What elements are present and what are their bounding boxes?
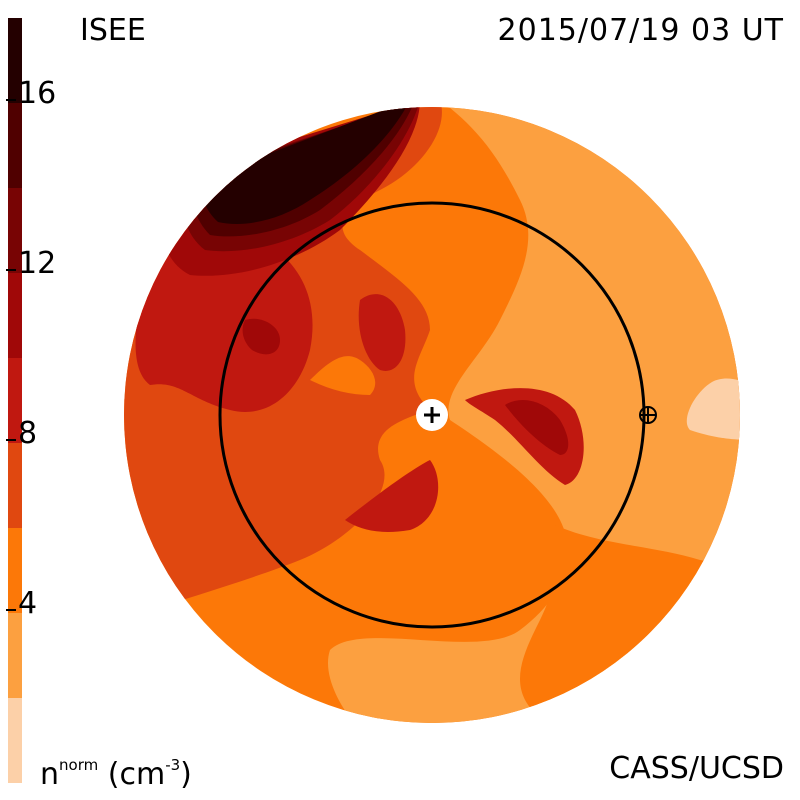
colorbar-tick-label: 12 — [6, 249, 56, 279]
colorbar-tick-label: 8 — [6, 419, 37, 449]
units-superscript: -3 — [165, 756, 181, 774]
contour-level-16-18-topleft — [200, 107, 410, 224]
colorbar-segment — [8, 613, 22, 698]
contour-level-8-10-right — [465, 388, 584, 485]
colorbar-segment — [8, 358, 22, 443]
quantity-units-label: nnorm (cm-3) — [40, 758, 192, 790]
contour-level-10-12-left — [242, 318, 280, 355]
colorbar-segment — [8, 528, 22, 613]
units-open: (cm — [107, 757, 166, 792]
colorbar-tick-label: 4 — [6, 589, 37, 619]
density-colorbar — [8, 18, 22, 783]
colorbar-segment — [8, 188, 22, 273]
contour-level-8-10-bottom — [345, 460, 439, 532]
contour-wedge-4-6 — [310, 356, 376, 395]
contour-level-0-2 — [686, 378, 740, 440]
units-close: ) — [180, 757, 192, 792]
colorbar-segment — [8, 18, 22, 103]
quantity-symbol: n — [40, 757, 60, 792]
colorbar-segment — [8, 698, 22, 783]
sun-plus-icon — [416, 399, 448, 431]
quantity-superscript: norm — [59, 756, 99, 774]
data-source-label: ISEE — [80, 13, 146, 48]
colorbar-segment — [8, 103, 22, 188]
contour-level-8-10-mid — [358, 294, 406, 371]
credit-label: CASS/UCSD — [609, 751, 784, 786]
colorbar-segment — [8, 443, 22, 528]
contour-level-10-12-right — [505, 400, 569, 455]
earth-circled-plus-icon — [639, 406, 657, 424]
colorbar-tick-label: 16 — [6, 79, 56, 109]
colorbar-segment — [8, 273, 22, 358]
timestamp-label: 2015/07/19 03 UT — [497, 13, 784, 48]
